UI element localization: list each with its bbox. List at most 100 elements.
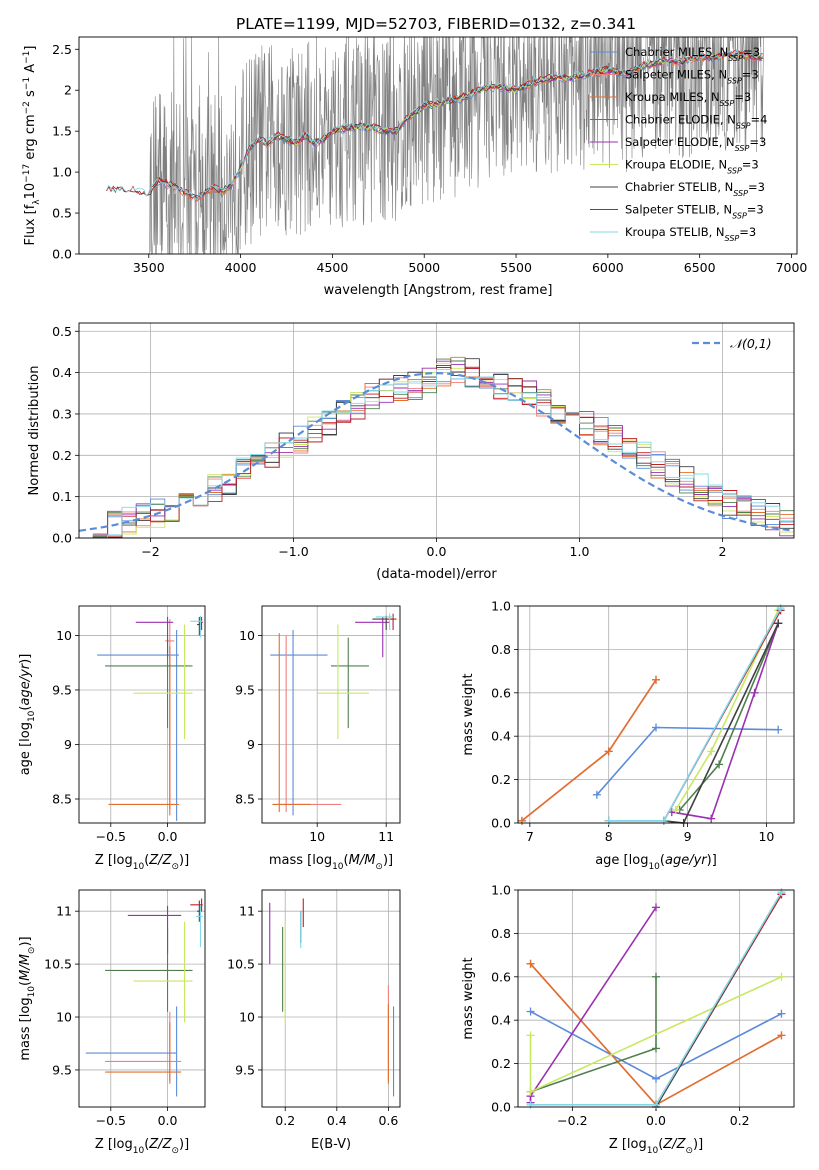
point-kroupa_stelib: [659, 816, 668, 825]
label-part: 10: [133, 862, 145, 872]
point-salpeter_elodie: [707, 814, 716, 823]
legend-sub: SSP: [736, 121, 751, 130]
legend-sub: SSP: [735, 144, 750, 153]
x-tick-label: 11: [378, 829, 394, 844]
point-chabrier_miles: [777, 1009, 786, 1018]
point-kroupa_elodie: [526, 1031, 535, 1040]
legend-name: Salpeter STELIB, N: [625, 203, 732, 217]
label-part: Z [log: [95, 853, 133, 868]
label-part: )]: [179, 1137, 189, 1152]
legend-label-chabrier_stelib: Chabrier STELIB, NSSP=3: [625, 180, 765, 198]
y-tick-label: 11: [239, 904, 255, 919]
x-tick-label: −1.0: [278, 544, 308, 559]
x-tick-label: −0.5: [96, 1113, 126, 1128]
x-tick-label: 0.0: [158, 1113, 178, 1128]
label-part: Z/Z: [148, 1137, 172, 1152]
mass_vs_ebv-frame: [261, 889, 401, 1108]
point-kroupa_elodie: [526, 1087, 535, 1096]
x-tick-label: 10: [309, 829, 325, 844]
point-chabrier_stelib: [774, 619, 783, 628]
legend-count: =3: [747, 203, 764, 217]
y-tick-label: 0.6: [491, 685, 511, 700]
label-part: 10: [27, 986, 37, 998]
legend-name: Kroupa MILES, N: [625, 90, 720, 104]
mass_vs_Z-axes: −0.5 0.0 9.5 10 10.5 11: [44, 890, 205, 1128]
x-tick-label: 4000: [225, 260, 257, 275]
point-chabrier_miles: [652, 1074, 660, 1083]
legend-label-salpeter_elodie: Salpeter ELODIE, NSSP=3: [625, 135, 766, 153]
label-part: 10: [647, 1146, 659, 1156]
x-tick-label: 6500: [684, 260, 716, 275]
series-salpeter_elodie-line: [671, 623, 779, 820]
label-part: )]: [179, 853, 189, 868]
y-tick-label: 1.5: [52, 124, 72, 139]
legend-sub: SSP: [728, 54, 743, 63]
legend-count: =4: [751, 113, 768, 127]
label-part: A: [23, 64, 38, 77]
point-chabrier_elodie: [715, 760, 724, 769]
y-tick-label: 1.0: [491, 883, 511, 898]
label-part: Z/Z: [662, 1137, 686, 1152]
age_vs_mass-axes: 10 11 8.5 9 9.5 10: [235, 606, 400, 844]
label-part: 10: [27, 710, 37, 722]
age-z-xlabel: Z [log10(Z/Z⊙)]: [95, 853, 189, 872]
label-part: 10: [332, 862, 344, 872]
x-tick-label: 0.4: [327, 1113, 347, 1128]
label-part: λ: [32, 199, 42, 205]
legend-name: Kroupa ELODIE, N: [625, 158, 727, 172]
label-part: mass [log: [269, 853, 332, 868]
series-chabrier_elodie-line: [679, 623, 779, 811]
label-part: −2: [22, 101, 32, 114]
y-tick-label: 0.5: [52, 324, 72, 339]
series-chabrier_stelib-line: [663, 623, 779, 824]
label-part: age/yr: [18, 662, 33, 705]
mass_vs_ebv-axes: 0.2 0.4 0.6 9.5 10 10.5 11: [227, 890, 400, 1128]
legend-label-chabrier_miles: Chabrier MILES, NSSP=3: [625, 45, 760, 63]
age-mass-xlabel: mass [log10(M/M⊙)]: [269, 853, 393, 872]
label-part: Z [log: [95, 1137, 133, 1152]
residuals-frame: [78, 322, 795, 539]
y-tick-label: 0.4: [491, 1013, 511, 1028]
label-part: )]: [707, 853, 717, 868]
legend-count: =3: [742, 68, 759, 82]
y-tick-label: 0.0: [52, 247, 72, 262]
y-tick-label: 0.4: [52, 365, 72, 380]
point-chabrier_miles: [774, 725, 783, 734]
label-part: 10: [133, 1146, 145, 1156]
y-tick-label: 2: [64, 83, 72, 98]
label-part: mass weight: [461, 957, 476, 1039]
x-tick-label: 8: [605, 829, 613, 844]
label-part: )]: [18, 654, 33, 664]
label-part: s: [23, 90, 38, 101]
y-tick-label: 0.0: [52, 531, 72, 546]
massweight_vs_age-axes: 7 8 9 10 0.0 0.2 0.4 0.6 0.8 1.0: [491, 599, 794, 844]
x-tick-label: 0.0: [646, 1113, 666, 1128]
point-kroupa_stelib: [526, 1100, 535, 1109]
point-kroupa_miles: [777, 1031, 786, 1040]
age_vs_Z-axes: −0.5 0.0 8.5 9 9.5 10: [52, 606, 205, 844]
legend-label-chabrier_elodie: Chabrier ELODIE, NSSP=4: [625, 113, 767, 131]
legend-label-kroupa_miles: Kroupa MILES, NSSP=3: [625, 90, 751, 108]
x-tick-label: −0.2: [557, 1113, 587, 1128]
label-part: mass [log: [18, 997, 33, 1060]
x-tick-label: 6000: [592, 260, 624, 275]
y-tick-label: 10.5: [44, 957, 72, 972]
x-tick-label: 2: [719, 544, 727, 559]
label-part: (: [144, 1137, 149, 1152]
legend-name: Salpeter MILES, N: [625, 68, 727, 82]
point-chabrier_elodie: [652, 972, 660, 981]
label-part: 10: [648, 862, 660, 872]
label-part: ⊙: [171, 862, 179, 872]
x-tick-label: 0.0: [158, 829, 178, 844]
y-tick-label: 9.5: [52, 1062, 72, 1077]
x-tick-label: 1.0: [570, 544, 590, 559]
x-tick-label: 0.2: [275, 1113, 295, 1128]
mass-ebv-xlabel: E(B-V): [311, 1137, 351, 1152]
label-part: Z/Z: [148, 853, 172, 868]
legend-label-salpeter_miles: Salpeter MILES, NSSP=3: [625, 68, 759, 86]
x-tick-label: 9: [684, 829, 692, 844]
y-tick-label: 0.8: [491, 926, 511, 941]
point-salpeter_elodie: [750, 688, 759, 697]
label-part: Z [log: [609, 1137, 647, 1152]
